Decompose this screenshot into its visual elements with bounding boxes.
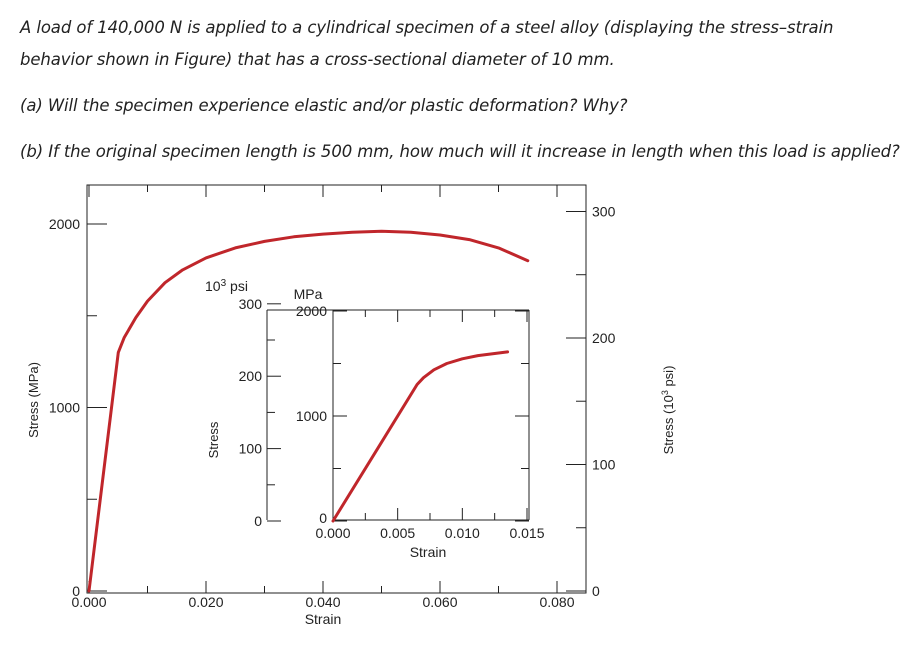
inset-psi-tick-label: 300 <box>239 296 263 312</box>
y-tick-label-left: 2000 <box>49 216 80 232</box>
question-part-a: (a) Will the specimen experience elastic… <box>20 96 628 115</box>
inset-series-line <box>331 350 510 523</box>
inset-x-tick-label: 0.000 <box>315 525 350 541</box>
inset-psi-unit: 103 psi <box>205 278 248 294</box>
inset-x-tick-label: 0.015 <box>509 525 544 541</box>
inset-y-axis-label: Stress <box>206 421 221 458</box>
inset-psi-tick-label: 0 <box>254 513 262 529</box>
main-series-line <box>87 229 530 593</box>
inset-x-tick-label: 0.005 <box>380 525 415 541</box>
inset-mpa-tick-label: 1000 <box>296 408 327 424</box>
inset-mpa-tick-label: 0 <box>319 510 327 526</box>
y-tick-label-right: 0 <box>592 583 600 599</box>
question-line-2: behavior shown in Figure) that has a cro… <box>20 50 615 69</box>
inset-mpa-tick-label: 2000 <box>296 303 327 319</box>
y-tick-label-right: 200 <box>592 330 616 346</box>
inset-x-tick-label: 0.010 <box>445 525 480 541</box>
inset-mpa-unit: MPa <box>294 286 323 302</box>
x-tick-label: 0.040 <box>305 594 340 610</box>
question-line-1: A load of 140,000 N is applied to a cyli… <box>20 18 834 37</box>
y-tick-label-left: 0 <box>72 583 80 599</box>
x-tick-label: 0.000 <box>71 594 106 610</box>
y-axis-label-left: Stress (MPa) <box>26 362 41 438</box>
x-tick-label: 0.060 <box>422 594 457 610</box>
x-axis-label: Strain <box>305 611 342 627</box>
main-plot-frame <box>86 184 587 594</box>
inset-x-axis-label: Strain <box>410 544 447 560</box>
inset-psi-tick-label: 100 <box>239 441 263 457</box>
y-tick-label-right: 100 <box>592 456 616 472</box>
y-axis-label-right: Stress (103 psi) <box>660 366 676 455</box>
x-tick-label: 0.080 <box>539 594 574 610</box>
x-tick-label: 0.020 <box>188 594 223 610</box>
inset-psi-tick-label: 200 <box>239 368 263 384</box>
y-tick-label-left: 1000 <box>49 400 80 416</box>
main-chart: 0.000 0.020 0.040 0.060 0.080Strain010002000… <box>26 184 676 627</box>
y-tick-label-right: 300 <box>592 203 616 219</box>
question-part-b: (b) If the original specimen length is 5… <box>20 142 900 161</box>
